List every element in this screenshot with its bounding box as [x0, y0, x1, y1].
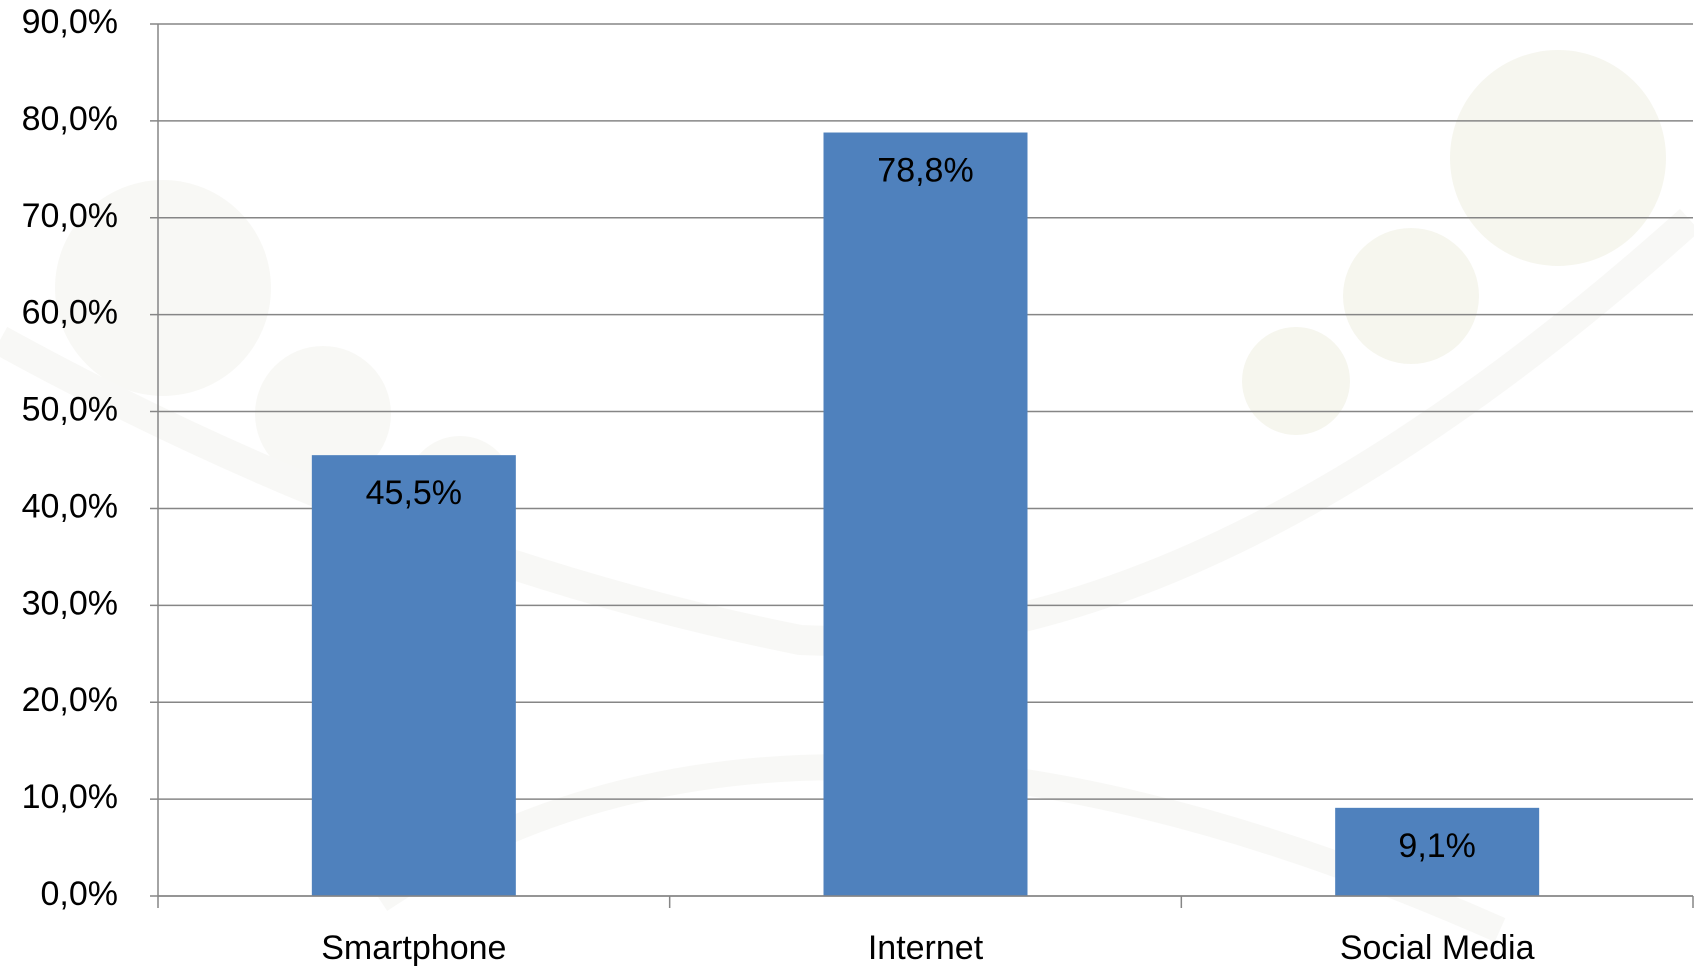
bar: [823, 132, 1028, 896]
data-label: 78,8%: [877, 151, 973, 189]
data-label: 45,5%: [366, 474, 462, 512]
y-tick-label: 30,0%: [22, 584, 118, 622]
y-tick-label: 50,0%: [22, 391, 118, 429]
x-tick-label: Social Media: [1340, 929, 1535, 967]
x-tick-label: Smartphone: [321, 929, 506, 967]
y-tick-label: 90,0%: [22, 3, 118, 41]
data-label: 9,1%: [1398, 827, 1476, 865]
x-tick-label: Internet: [868, 929, 984, 967]
y-tick-label: 70,0%: [22, 197, 118, 235]
y-tick-label: 40,0%: [22, 487, 118, 525]
bar: [1335, 807, 1540, 896]
y-tick-label: 20,0%: [22, 681, 118, 719]
y-tick-label: 80,0%: [22, 100, 118, 138]
y-tick-label: 0,0%: [41, 875, 119, 913]
y-tick-label: 10,0%: [22, 778, 118, 816]
y-tick-label: 60,0%: [22, 294, 118, 332]
bar: [311, 455, 516, 896]
